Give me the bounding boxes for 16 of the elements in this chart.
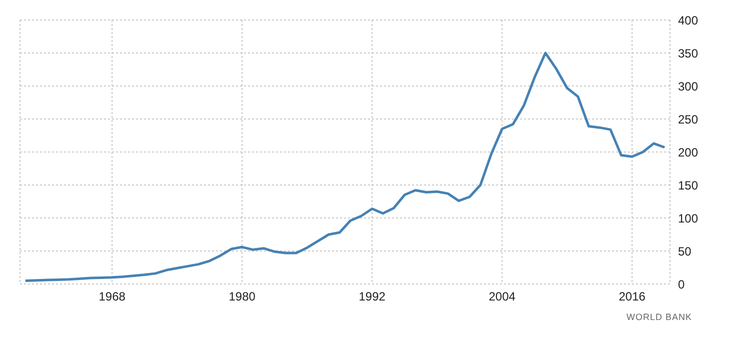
y-tick-label: 300	[678, 79, 698, 94]
x-tick-label: 1968	[98, 290, 126, 304]
y-tick-label: 200	[678, 145, 698, 160]
x-tick-label: 2016	[618, 290, 646, 304]
x-tick-label: 1992	[358, 290, 386, 304]
y-tick-label: 250	[678, 112, 698, 126]
y-tick-label: 350	[678, 46, 698, 60]
y-tick-label: 0	[678, 277, 685, 292]
line-series	[24, 52, 666, 282]
x-tick-label: 1980	[228, 290, 256, 304]
y-tick-label: 150	[678, 178, 698, 192]
y-tick-label: 100	[678, 211, 698, 226]
x-tick-label: 2004	[488, 290, 516, 304]
y-tick-label: 400	[678, 13, 698, 28]
text: WORLD BANK	[626, 312, 692, 322]
y-tick-label: 50	[678, 244, 692, 258]
